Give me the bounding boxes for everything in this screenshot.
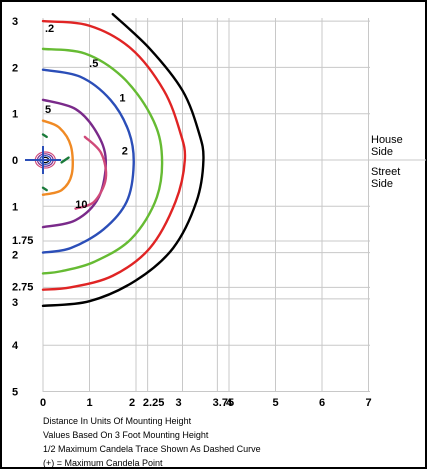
y-tick-label: 2 (12, 62, 18, 74)
contour-label: 2 (122, 146, 128, 158)
contour-inner-7 (41, 133, 48, 139)
y-tick-label: 3 (12, 297, 18, 309)
x-tick-label: 4 (226, 397, 233, 409)
x-tick-label: 0 (40, 397, 46, 409)
y-tick-label: 3 (12, 16, 18, 28)
y-tick-label: 0 (12, 155, 18, 167)
contour-label: .2 (45, 23, 54, 35)
grid (42, 18, 426, 392)
y-tick-label: 5 (12, 387, 18, 399)
x-tick-label: 7 (365, 397, 371, 409)
house-side-label: House (371, 134, 403, 146)
note-line: Values Based On 3 Foot Mounting Height (43, 430, 209, 440)
house-side-label: Side (371, 146, 393, 158)
contour-2 (41, 68, 135, 254)
contour-10 (74, 135, 108, 210)
y-tick-label: 1 (12, 109, 18, 121)
note-line: Distance In Units Of Mounting Height (43, 416, 192, 426)
street-side-label: Side (371, 178, 393, 190)
contour-inner-8 (60, 156, 70, 164)
contour-1 (41, 47, 164, 275)
x-tick-label: 2.25 (143, 397, 164, 409)
contour-inner-9 (41, 186, 48, 192)
y-tick-label: 2 (12, 250, 18, 262)
contour-label: 10 (75, 199, 87, 211)
y-tick-label: 1.75 (12, 235, 33, 247)
y-tick-label: 2.75 (12, 281, 33, 293)
contour-curves (41, 12, 205, 308)
contour-label: .5 (89, 58, 98, 70)
note-line: (+) = Maximum Candela Point (43, 458, 163, 468)
contour-label: 1 (119, 92, 125, 104)
x-tick-label: 1 (86, 397, 92, 409)
contour-5 (41, 98, 107, 229)
contour-inner-6 (41, 119, 74, 196)
x-tick-label: 3.75 (213, 397, 234, 409)
note-line: 1/2 Maximum Candela Trace Shown As Dashe… (43, 444, 261, 454)
contour-p5 (41, 19, 187, 291)
contour-label: 5 (45, 104, 51, 116)
y-tick-label: 4 (12, 340, 19, 352)
x-tick-label: 2 (129, 397, 135, 409)
x-tick-label: 5 (272, 397, 278, 409)
y-tick-label: 1 (12, 201, 18, 213)
contour-labels: .2 .5 1 2 5 10 (45, 23, 128, 211)
notes: Distance In Units Of Mounting Height Valu… (43, 416, 261, 468)
center-marker (25, 146, 61, 174)
x-tick-label: 6 (319, 397, 325, 409)
contour-p2 (41, 12, 205, 308)
street-side-label: Street (371, 166, 400, 178)
x-tick-label: 3 (175, 397, 181, 409)
